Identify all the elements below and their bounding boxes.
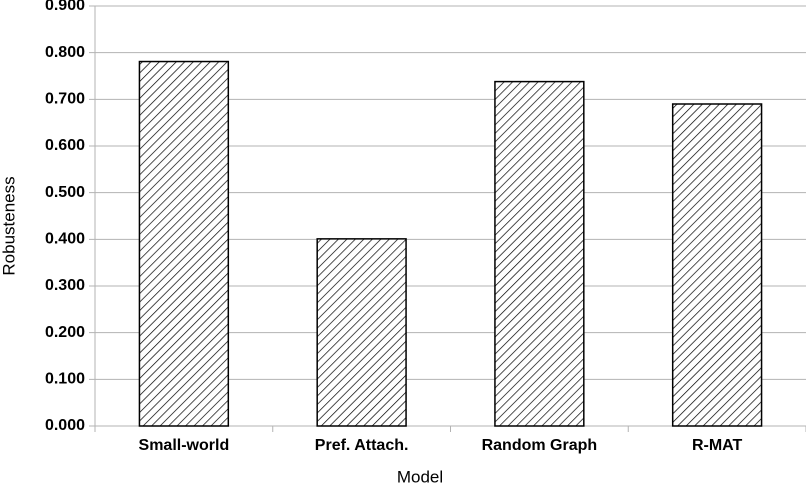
y-tick-label: 0.000	[45, 417, 85, 434]
x-tick-label: Small-world	[139, 437, 230, 454]
y-tick-label: 0.800	[45, 44, 85, 61]
x-tick-label: R-MAT	[692, 437, 743, 454]
y-tick-label: 0.400	[45, 231, 85, 248]
y-tick-label: 0.600	[45, 137, 85, 154]
bar	[671, 103, 763, 427]
y-tick-label: 0.700	[45, 91, 85, 108]
y-axis-title: Robusteness	[0, 176, 18, 275]
y-tick-label: 0.900	[45, 0, 85, 14]
y-tick-label: 0.300	[45, 277, 85, 294]
bar	[316, 238, 407, 427]
x-tick-label: Random Graph	[482, 437, 598, 454]
x-axis-title: Model	[397, 467, 443, 485]
x-tick-label: Pref. Attach.	[315, 437, 409, 454]
y-tick-label: 0.500	[45, 184, 85, 201]
bar	[494, 80, 585, 427]
bar	[138, 60, 230, 427]
y-tick-label: 0.200	[45, 324, 85, 341]
y-tick-label: 0.100	[45, 371, 85, 388]
